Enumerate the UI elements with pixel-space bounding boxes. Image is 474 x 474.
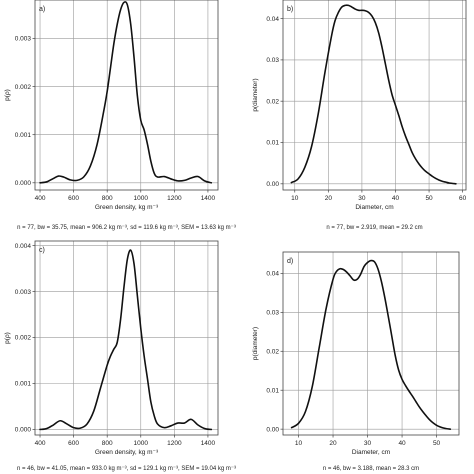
- x-tick-label: 1000: [134, 440, 149, 447]
- y-tick-label: 0.04: [266, 16, 279, 23]
- panel-label: d): [287, 258, 293, 265]
- x-tick-label: 30: [364, 440, 372, 447]
- x-tick-label: 60: [459, 195, 467, 202]
- x-axis-label: Green density, kg m⁻³: [95, 204, 159, 211]
- x-axis-label: Diameter, cm: [355, 204, 393, 211]
- x-tick-label: 1400: [201, 440, 216, 447]
- density-curve: [39, 249, 213, 431]
- panel-caption: n = 46, bw = 41.05, mean = 933.0 kg m⁻³,…: [17, 466, 236, 472]
- y-tick-label: 0.01: [266, 140, 279, 147]
- x-tick-label: 1200: [167, 440, 182, 447]
- x-tick-label: 800: [102, 195, 113, 202]
- density-curve: [290, 4, 457, 185]
- x-tick-label: 1200: [167, 195, 182, 202]
- y-tick-label: 0.000: [15, 427, 32, 434]
- y-tick-label: 0.003: [15, 289, 32, 296]
- plot-frame: [282, 251, 460, 436]
- y-tick-label: 0.02: [266, 98, 279, 105]
- density-curve: [290, 259, 452, 430]
- panel-label: c): [39, 247, 45, 254]
- x-tick-label: 50: [433, 440, 441, 447]
- y-tick-label: 0.001: [15, 132, 32, 139]
- y-tick-label: 0.04: [266, 271, 279, 278]
- y-tick-label: 0.002: [15, 335, 32, 342]
- x-tick-label: 30: [358, 195, 366, 202]
- x-tick-label: 1000: [134, 195, 149, 202]
- y-tick-label: 0.02: [266, 348, 279, 355]
- y-tick-label: 0.003: [15, 36, 32, 43]
- x-tick-label: 800: [102, 440, 113, 447]
- plot-frame: [34, 240, 219, 436]
- x-tick-label: 400: [35, 195, 46, 202]
- panel-caption: n = 77, bw = 35.75, mean = 906.2 kg m⁻³,…: [17, 225, 236, 231]
- plot-frame: [34, 0, 219, 191]
- y-tick-label: 0.002: [15, 84, 32, 91]
- chart-panel-3: 400 600 800 1000 1200 1400 0.000 0.001 0.002 0.00…: [4, 240, 236, 472]
- x-tick-label: 1400: [201, 195, 216, 202]
- y-tick-label: 0.004: [15, 243, 32, 250]
- y-tick-label: 0.001: [15, 381, 32, 388]
- y-axis-label: p(ρ): [4, 89, 11, 101]
- chart-panel-2: 10 20 30 40 50 60 0.00 0.01 0.02 0.03 0.04 Diameter…: [252, 0, 467, 231]
- x-tick-label: 50: [425, 195, 433, 202]
- x-tick-label: 400: [35, 440, 46, 447]
- y-axis-label: p(diameter): [252, 327, 259, 360]
- panel-caption: n = 77, bw = 2.919, mean = 29.2 cm: [326, 225, 422, 231]
- x-tick-label: 20: [325, 195, 333, 202]
- density-curve: [39, 1, 213, 184]
- x-tick-label: 10: [295, 440, 303, 447]
- y-axis-label: p(diameter): [252, 78, 259, 111]
- chart-panel-1: 400 600 800 1000 1200 1400 0.000 0.001 0.002 0.00…: [4, 0, 236, 231]
- y-tick-label: 0.03: [266, 57, 279, 64]
- chart-panel-4: 10 20 30 40 50 0.00 0.01 0.02 0.03 0.04 Diameter, …: [252, 251, 460, 472]
- x-tick-label: 600: [68, 440, 79, 447]
- x-tick-label: 10: [291, 195, 299, 202]
- x-tick-label: 40: [392, 195, 400, 202]
- y-tick-label: 0.03: [266, 310, 279, 317]
- x-tick-label: 600: [68, 195, 79, 202]
- x-tick-label: 40: [398, 440, 406, 447]
- y-axis-label: p(ρ): [4, 332, 11, 344]
- panel-caption: n = 46, bw = 3.188, mean = 28.3 cm: [323, 466, 419, 472]
- x-axis-label: Green density, kg m⁻³: [95, 449, 159, 456]
- y-tick-label: 0.01: [266, 387, 279, 394]
- y-tick-label: 0.000: [15, 180, 32, 187]
- y-tick-label: 0.00: [266, 181, 279, 188]
- panel-label: a): [39, 6, 45, 13]
- y-tick-label: 0.00: [266, 426, 279, 433]
- x-axis-label: Diameter, cm: [352, 449, 390, 456]
- plot-frame: [282, 0, 467, 191]
- panel-label: b): [287, 6, 293, 13]
- x-tick-label: 20: [329, 440, 337, 447]
